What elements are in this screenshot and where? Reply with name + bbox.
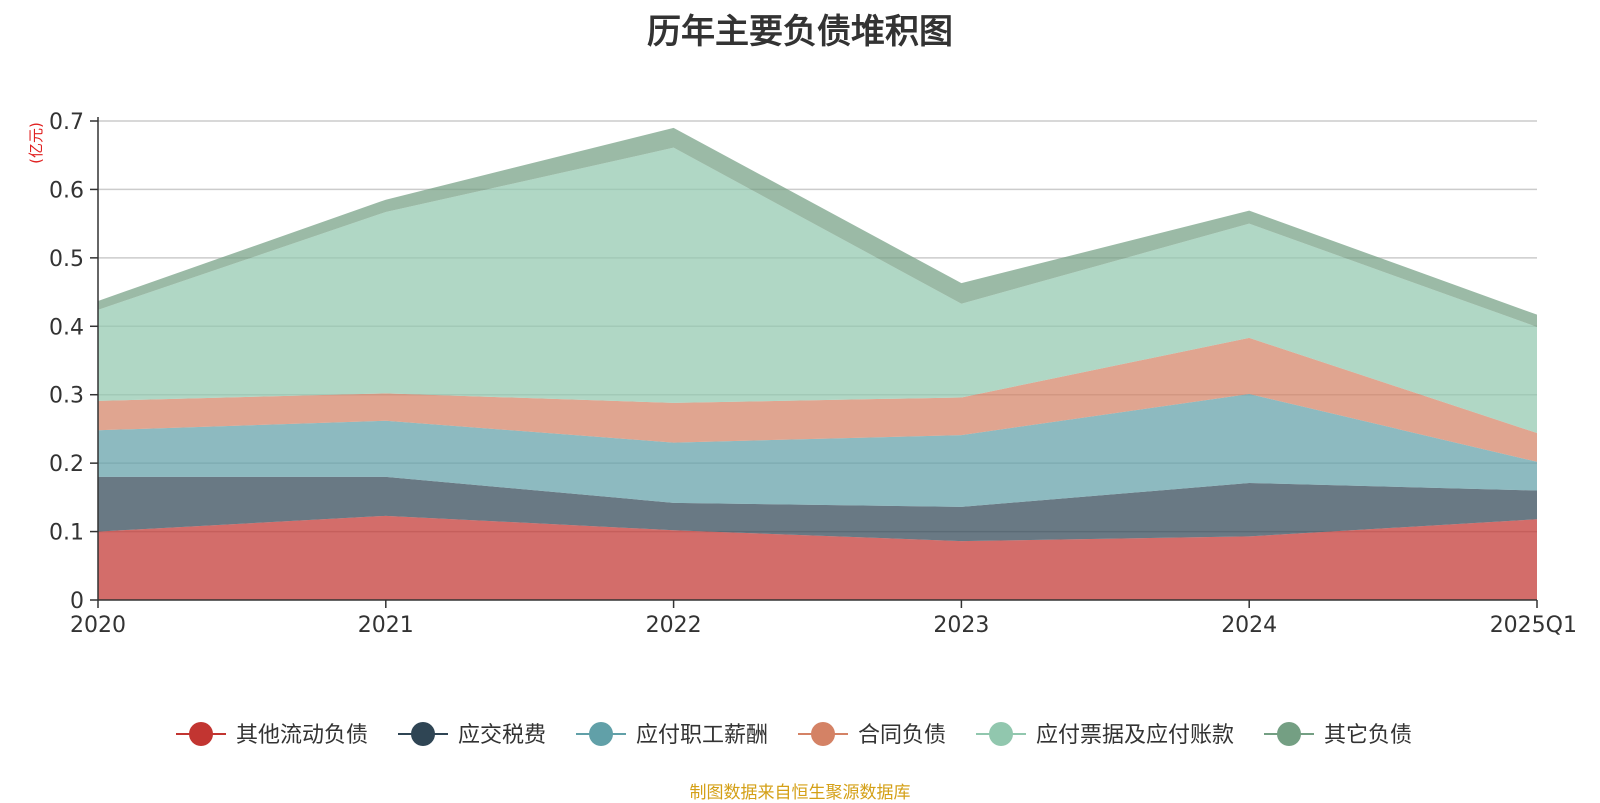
legend-label: 应付票据及应付账款	[1036, 723, 1234, 748]
legend-label: 应付职工薪酬	[636, 723, 768, 748]
source-note: 制图数据来自恒生聚源数据库	[689, 783, 911, 803]
legend-marker	[989, 722, 1013, 746]
legend-item-应付票据及应付账款[interactable]: 应付票据及应付账款	[976, 722, 1234, 748]
legend-marker	[589, 722, 613, 746]
y-tick-label: 0.4	[49, 315, 84, 340]
x-tick-label: 2020	[70, 613, 126, 638]
legend-label: 其它负债	[1324, 723, 1412, 748]
y-tick-label: 0.2	[49, 452, 84, 477]
legend-label: 其他流动负债	[236, 723, 368, 748]
legend-item-其它负债[interactable]: 其它负债	[1264, 722, 1412, 748]
x-tick-label: 2025Q1	[1490, 613, 1577, 638]
y-tick-label: 0.7	[49, 110, 84, 135]
legend-label: 应交税费	[458, 723, 546, 748]
legend-marker	[811, 722, 835, 746]
y-tick-label: 0.5	[49, 247, 84, 272]
axes: 0 0.1 0.2 0.3 0.4 0.5 0.6 0.7 2020 2021 2022 2023 20…	[49, 110, 1577, 638]
area-series-应付票据及应付账款	[98, 147, 1537, 434]
y-axis-unit-label: (亿元)	[27, 122, 45, 164]
area-series	[98, 127, 1537, 600]
legend-item-应交税费[interactable]: 应交税费	[398, 722, 546, 748]
legend-item-合同负债[interactable]: 合同负债	[798, 722, 946, 748]
y-tick-label: 0	[70, 589, 84, 614]
legend-marker	[411, 722, 435, 746]
area-series-应付职工薪酬	[98, 394, 1537, 507]
y-tick-label: 0.1	[49, 521, 84, 546]
x-tick-label: 2024	[1221, 613, 1277, 638]
legend-item-其他流动负债[interactable]: 其他流动负债	[176, 722, 368, 748]
legend-marker	[189, 722, 213, 746]
x-tick-label: 2021	[358, 613, 414, 638]
chart-title: 历年主要负债堆积图	[647, 12, 953, 52]
x-tick-label: 2023	[933, 613, 989, 638]
y-tick-label: 0.6	[49, 178, 84, 203]
legend-label: 合同负债	[858, 723, 946, 748]
x-tick-label: 2022	[646, 613, 702, 638]
legend-item-应付职工薪酬[interactable]: 应付职工薪酬	[576, 722, 768, 748]
area-series-应交税费	[98, 476, 1537, 542]
legend[interactable]: 其他流动负债 应交税费 应付职工薪酬 合同负债 应付票据及应付账款 其它负债	[176, 722, 1412, 748]
legend-marker	[1277, 722, 1301, 746]
area-series-合同负债	[98, 337, 1537, 462]
area-series-其他流动负债	[98, 515, 1537, 600]
y-tick-label: 0.3	[49, 384, 84, 409]
